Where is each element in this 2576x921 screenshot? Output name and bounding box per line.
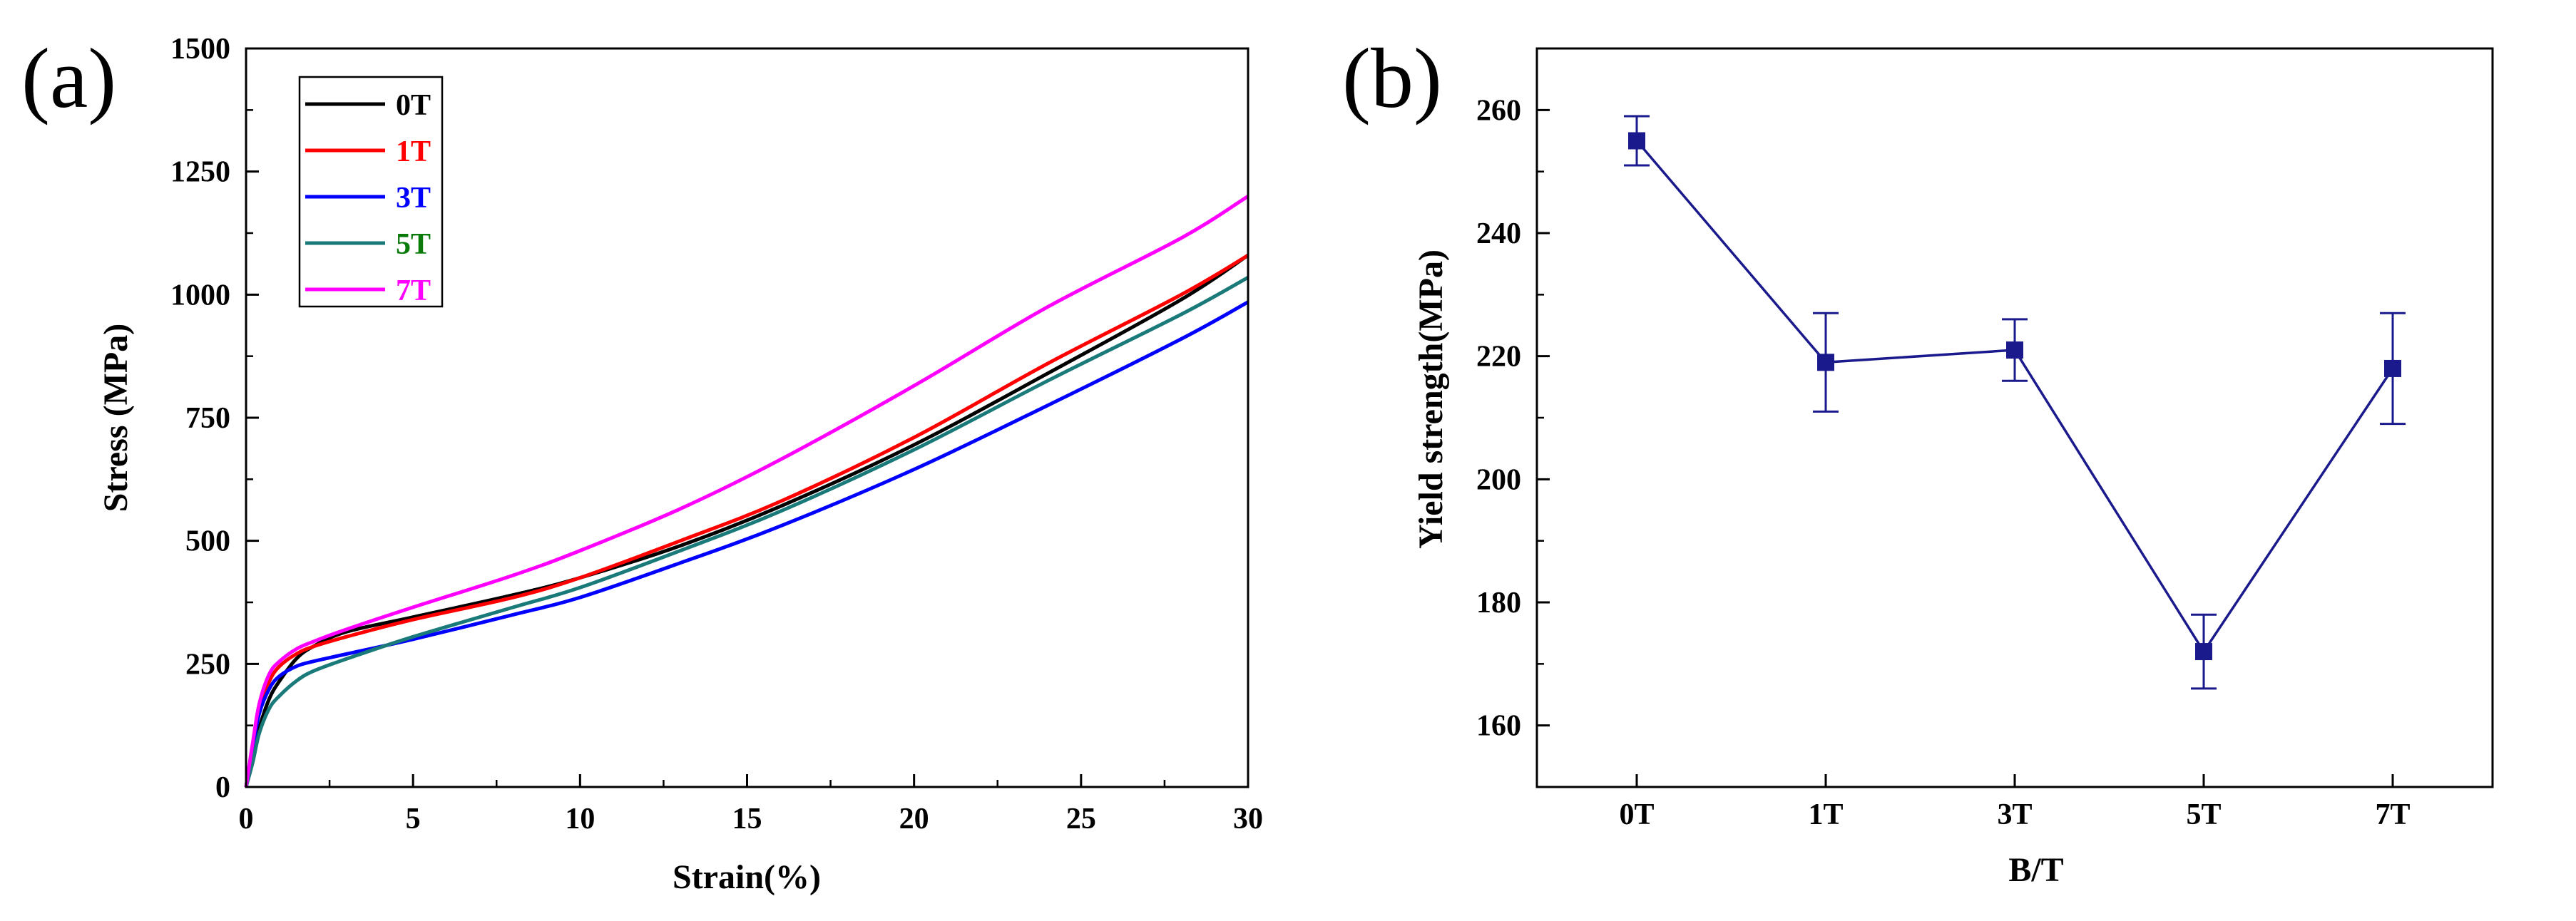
y-tick-label: 0	[215, 771, 230, 804]
x-tick-label: 10	[565, 803, 595, 835]
data-point-5T	[2195, 643, 2212, 661]
y-tick-label: 220	[1476, 341, 1521, 374]
panel-a-label: (a)	[21, 31, 116, 125]
legend-label-1T: 1T	[396, 135, 431, 168]
legend-label-3T: 3T	[396, 182, 431, 215]
y-tick-label: 200	[1476, 463, 1521, 496]
x-tick-label: 5T	[2186, 798, 2221, 831]
x-tick-label: 0	[239, 803, 254, 835]
data-point-0T	[1628, 132, 1645, 150]
y-tick-label: 180	[1476, 587, 1521, 619]
panel-b: (b) 0T 1T 3T 5T 7T 160 180 200 220 240 260 B/T Yi…	[1342, 31, 2494, 889]
series-line-3T	[244, 300, 1249, 788]
data-point-7T	[2384, 359, 2401, 377]
legend-label-0T: 0T	[396, 89, 431, 122]
y-tick-label: 250	[185, 648, 230, 681]
y-tick-label: 500	[185, 525, 230, 558]
y-tick-label: 1500	[170, 33, 230, 66]
series-line-7T	[244, 195, 1249, 788]
x-tick-label: 5	[406, 803, 421, 835]
panel-a-y-axis-title: Stress (MPa)	[97, 324, 135, 512]
panel-b-series	[1624, 115, 2406, 690]
y-tick-label: 260	[1476, 94, 1521, 127]
x-tick-label: 20	[899, 803, 929, 835]
x-tick-label: 3T	[1997, 798, 2032, 831]
x-tick-label: 0T	[1619, 798, 1654, 831]
series-line-0T	[244, 254, 1249, 788]
x-tick-label: 30	[1233, 803, 1263, 835]
panel-a: (a) 0 5 10 15 20 25 30 0250500750100012501500 …	[21, 31, 1263, 896]
legend-entries: 0T 1T 3T 5T 7T	[305, 89, 431, 307]
x-tick-label: 7T	[2375, 798, 2410, 831]
panel-a-curves	[244, 195, 1249, 788]
panel-b-label: (b)	[1342, 31, 1442, 125]
panel-b-y-axis: 160 180 200 220 240 260	[1476, 94, 1550, 743]
panel-a-y-axis: 0 250 500 750 1000 1250 1500	[170, 33, 259, 804]
y-tick-label: 160	[1476, 710, 1521, 743]
series-line-5T	[244, 276, 1249, 788]
y-tick-label: 1000	[170, 279, 230, 312]
series-line-1T	[244, 253, 1249, 788]
panel-a-x-axis: 0 5 10 15 20 25 30	[239, 774, 1263, 835]
panel-b-x-axis: 0T 1T 3T 5T 7T	[1619, 774, 2411, 831]
yield-strength-line	[1635, 140, 2394, 654]
data-point-3T	[2006, 341, 2023, 359]
panel-b-x-axis-title: B/T	[2008, 851, 2063, 889]
y-tick-label: 750	[185, 402, 230, 435]
panel-b-y-axis-title: Yield strength(MPa)	[1412, 249, 1450, 549]
panel-a-legend: 0T 1T 3T 5T 7T	[298, 76, 444, 308]
y-tick-label: 240	[1476, 217, 1521, 250]
legend-box	[298, 76, 444, 308]
y-tick-label: 1250	[170, 156, 230, 189]
x-tick-label: 15	[732, 803, 762, 835]
panel-a-x-axis-title: Strain(%)	[673, 858, 821, 896]
data-point-1T	[1817, 354, 1834, 371]
legend-label-5T: 5T	[396, 228, 431, 261]
legend-label-7T: 7T	[396, 274, 431, 307]
panel-b-plot-frame	[1535, 47, 2494, 788]
x-tick-label: 25	[1066, 803, 1096, 835]
x-tick-label: 1T	[1808, 798, 1843, 831]
